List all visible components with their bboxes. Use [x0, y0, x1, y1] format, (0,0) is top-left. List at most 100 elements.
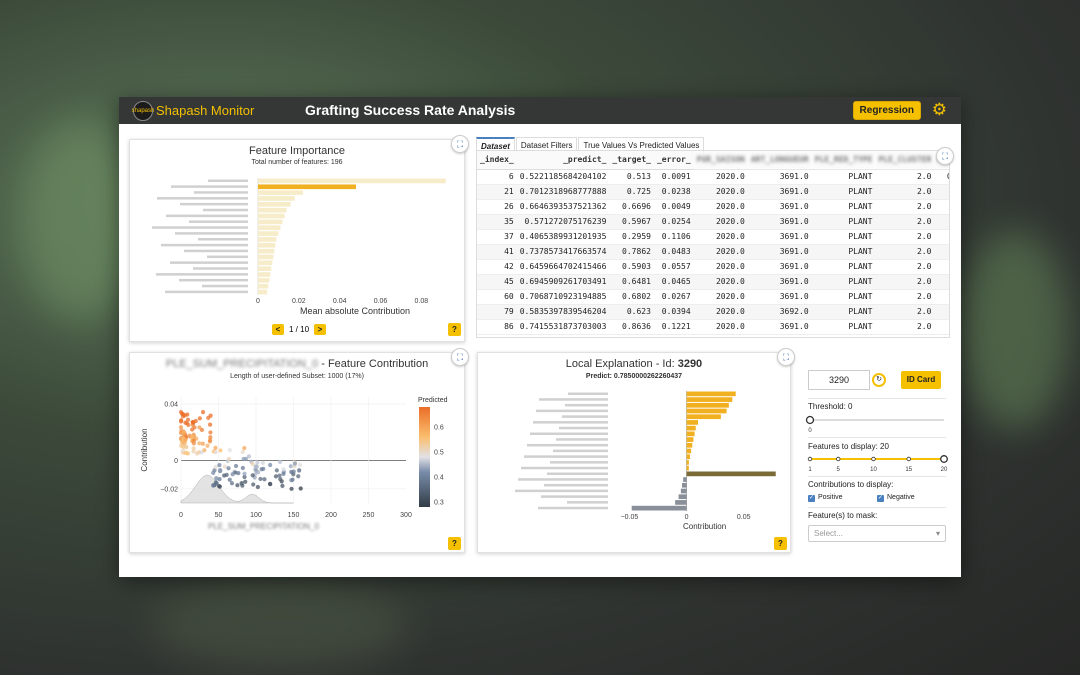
slider-mark [906, 456, 911, 462]
scatter-point [213, 480, 219, 485]
id-card-button[interactable]: ID Card [901, 371, 941, 389]
contribution-bar [686, 460, 689, 465]
column-header[interactable]: _predict_ [516, 151, 610, 170]
table-cell: 0.0238 [653, 184, 694, 200]
next-page-button[interactable]: > [314, 324, 327, 335]
tab-true-vs-predicted[interactable]: True Values Vs Predicted Values [578, 137, 705, 154]
tab-dataset[interactable]: Dataset [476, 137, 515, 154]
reload-icon[interactable]: ↻ [872, 373, 886, 387]
table-cell: 2.0 [875, 169, 935, 185]
table-cell: 6 [477, 169, 517, 185]
importance-bar [258, 248, 275, 254]
scatter-point [268, 481, 273, 486]
expand-table-icon[interactable]: ⛶ [936, 147, 954, 165]
contribution-bar [683, 477, 687, 482]
scatter-point [178, 409, 184, 415]
colorbar [419, 407, 430, 507]
feature-contribution-subtitle: Length of user-defined Subset: 1000 (17%… [230, 373, 364, 380]
scatter-point [189, 434, 194, 440]
importance-bar [258, 231, 279, 236]
regression-button[interactable]: Regression [852, 101, 921, 120]
table-row[interactable]: 45 0.6945909261703491 0.6481 0.0465 2020.0 36… [477, 274, 949, 290]
column-header[interactable]: PGR_SAISON [693, 151, 748, 170]
negative-label: Negative [887, 494, 915, 501]
scatter-point [289, 478, 294, 483]
table-body: 6 0.5221185684204102 0.513 0.0091 2020.0 3691… [477, 169, 949, 335]
x-tick-label: 0.04 [333, 298, 347, 305]
table-cell: 2020.0 [693, 289, 748, 305]
scatter-point [251, 482, 256, 487]
table-cell: 0.623 [609, 304, 654, 320]
negative-checkbox[interactable]: ✓ [877, 495, 884, 502]
contribution-bar [686, 402, 729, 408]
column-header[interactable]: _error_ [653, 151, 694, 170]
positive-checkbox[interactable]: ✓ [808, 495, 815, 502]
help-button[interactable]: ? [774, 537, 787, 550]
scatter-point [298, 486, 303, 491]
column-header[interactable]: ART_LONGUEUR [747, 151, 812, 170]
scatter-point [222, 473, 227, 478]
table-row[interactable]: 79 0.5835397839546204 0.623 0.0394 2020.0 369… [477, 304, 949, 320]
id-input[interactable]: 3290 [808, 370, 870, 390]
scatter-point [214, 476, 219, 481]
scatter-point [202, 448, 207, 453]
scatter-point [253, 464, 258, 469]
top-bar: shapash Shapash Monitor Grafting Success… [119, 97, 961, 124]
feature-importance-card: Feature Importance Total number of featu… [129, 139, 465, 342]
contribution-bar [686, 454, 690, 460]
table-cell: 60 [477, 289, 517, 305]
mask-select[interactable]: Select... ▾ [808, 525, 946, 542]
table-cell: 0.4065389931201935 [516, 229, 610, 245]
scatter-point [217, 477, 222, 482]
table-row[interactable]: 35 0.571272075176239 0.5967 0.0254 2020.0 369… [477, 214, 949, 230]
table-row[interactable]: 37 0.4065389931201935 0.2959 0.1106 2020.0 36… [477, 229, 949, 245]
table-row[interactable]: 42 0.6459664702415466 0.5903 0.0557 2020.0 36… [477, 259, 949, 275]
table-header-row: _index_ _predict_ _target_ _error_ PGR_SAISO… [477, 151, 949, 170]
contribution-bar [686, 391, 736, 397]
table-cell: 0.7012318968777888 [516, 184, 610, 200]
table-cell: 2020.0 [693, 199, 748, 215]
help-button[interactable]: ? [448, 537, 461, 550]
table-cell: 0.0254 [653, 214, 694, 230]
gear-icon[interactable]: ⚙ [931, 100, 947, 119]
scatter-point [281, 467, 286, 472]
feature-label-blurred [157, 197, 248, 200]
scatter-point [184, 445, 189, 450]
table-cell: 2.0 [875, 214, 935, 230]
column-header[interactable]: _target_ [609, 151, 654, 170]
contribution-bar [686, 471, 776, 477]
table-row[interactable]: 60 0.7068710923194885 0.6802 0.0267 2020.0 36… [477, 289, 949, 305]
help-button[interactable]: ? [448, 323, 461, 336]
divider [808, 437, 946, 438]
mask-label: Feature(s) to mask: [808, 511, 878, 520]
expand-icon[interactable]: ⛶ [451, 348, 469, 366]
table-cell: 3691.0 [747, 199, 812, 215]
prev-page-button[interactable]: < [272, 324, 284, 335]
table-cell: 0.0049 [653, 199, 694, 215]
table-row[interactable]: 6 0.5221185684204102 0.513 0.0091 2020.0 3691… [477, 169, 949, 185]
threshold-slider[interactable]: 0 [804, 412, 950, 434]
feature-label-blurred [553, 449, 608, 453]
y-tick-label: −0.02 [160, 486, 178, 493]
column-header[interactable]: PLE_RED_TYPE [811, 151, 876, 170]
expand-icon[interactable]: ⛶ [451, 135, 469, 153]
scatter-point [191, 446, 196, 451]
table-cell: 2020.0 [693, 244, 748, 260]
contribution-bar [686, 397, 733, 402]
table-row[interactable]: 21 0.7012318968777888 0.725 0.0238 2020.0 369… [477, 184, 949, 200]
table-row[interactable]: 41 0.7378573417663574 0.7862 0.0483 2020.0 36… [477, 244, 949, 260]
table-cell: 0.0091 [653, 169, 694, 185]
table-row[interactable]: 26 0.6646393537521362 0.6696 0.0049 2020.0 36… [477, 199, 949, 215]
scatter-point [258, 476, 263, 482]
contribution-bar [686, 420, 698, 425]
feature-label-blurred [194, 191, 248, 194]
importance-bar [258, 260, 273, 266]
features-slider[interactable]: 1 5 10 15 20 [804, 452, 950, 474]
table-row[interactable]: 86 0.7415531873703003 0.8636 0.1221 2020.0 36… [477, 319, 949, 335]
expand-icon[interactable]: ⛶ [777, 348, 795, 366]
tab-dataset-filters[interactable]: Dataset Filters [515, 137, 578, 154]
slider-mark-label: 5 [837, 467, 841, 473]
column-header[interactable]: PLE_CLUSTER [875, 151, 935, 170]
column-header[interactable]: _index_ [477, 151, 517, 170]
feature-label-blurred [207, 255, 248, 259]
